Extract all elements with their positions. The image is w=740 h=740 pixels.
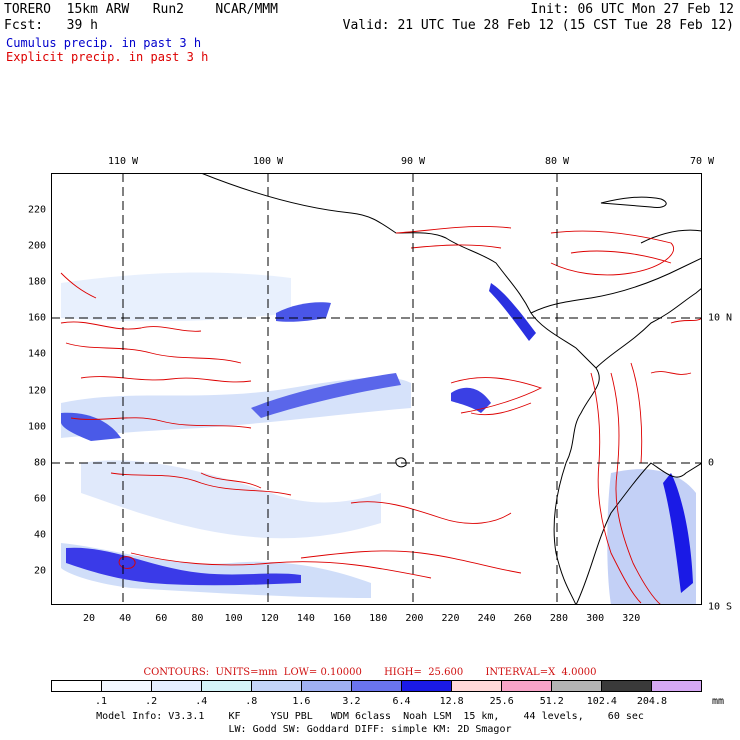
bottom-tick-label: 260: [513, 613, 532, 624]
right-tick-label: 0: [708, 457, 715, 469]
colorbar: [51, 680, 702, 692]
left-tick-label: 120: [27, 385, 46, 396]
precip-map: [51, 173, 702, 605]
colorbar-swatch: [352, 681, 402, 691]
init-time: Init: 06 UTC Mon 27 Feb 12: [530, 2, 735, 17]
colorbar-swatch: [202, 681, 252, 691]
colorbar-label: 6.4: [392, 696, 411, 707]
left-tick-label: 100: [27, 421, 46, 433]
model-title: TORERO 15km ARW Run2 NCAR/MMM: [4, 2, 278, 17]
lat-lon-grid: [51, 173, 702, 605]
colorbar-swatch: [302, 681, 352, 691]
left-tick-label: 40: [33, 529, 46, 541]
precip-shading: [61, 272, 696, 605]
model-info-line1: Model Info: V3.3.1 KF YSU PBL WDM 6class…: [96, 711, 644, 722]
top-tick-label: 90 W: [400, 156, 426, 167]
bottom-tick-label: 300: [586, 613, 605, 624]
colorbar-swatch: [252, 681, 302, 691]
right-tick-label: 10 N: [708, 312, 733, 324]
colorbar-label: .4: [195, 696, 208, 707]
land-outlines: [200, 173, 702, 605]
colorbar-swatch: [652, 681, 701, 691]
bottom-tick-label: 80: [191, 613, 204, 624]
colorbar-swatch: [102, 681, 152, 691]
colorbar-label: .2: [145, 696, 158, 707]
bottom-tick-label: 20: [82, 613, 96, 624]
bottom-tick-label: 160: [333, 613, 352, 624]
bottom-tick-label: 200: [405, 613, 424, 624]
left-tick-label: 20: [33, 565, 46, 577]
model-info-line2: LW: Godd SW: Goddard DIFF: simple KM: 2D…: [228, 724, 512, 735]
colorbar-unit: mm: [712, 696, 725, 707]
top-tick-label: 110 W: [107, 156, 139, 167]
right-tick-label: 10 S: [708, 601, 733, 613]
valid-time: Valid: 21 UTC Tue 28 Feb 12 (15 CST Tue …: [342, 18, 734, 33]
colorbar-label: 1.6: [292, 696, 311, 707]
colorbar-label: 51.2: [539, 696, 564, 707]
colorbar-label: .1: [95, 696, 108, 707]
map-border: [51, 173, 702, 605]
left-tick-label: 140: [27, 348, 46, 360]
contour-info: CONTOURS: UNITS=mm LOW= 0.10000 HIGH= 25…: [143, 667, 597, 678]
bottom-tick-label: 320: [622, 613, 641, 624]
bottom-tick-label: 220: [441, 613, 460, 624]
colorbar-label: .8: [245, 696, 258, 707]
bottom-tick-label: 180: [369, 613, 388, 624]
top-tick-label: 80 W: [544, 156, 570, 167]
colorbar-swatch: [52, 681, 102, 691]
left-tick-label: 180: [27, 276, 46, 288]
bottom-tick-label: 120: [260, 613, 279, 624]
top-tick-label: 100 W: [252, 156, 284, 167]
colorbar-swatch: [452, 681, 502, 691]
left-tick-label: 160: [27, 312, 46, 324]
explicit-precip-contours: [60, 225, 702, 605]
colorbar-label: 12.8: [439, 696, 464, 707]
colorbar-swatch: [602, 681, 652, 691]
left-tick-label: 80: [33, 457, 46, 469]
colorbar-label: 25.6: [489, 696, 514, 707]
left-tick-label: 60: [33, 493, 46, 505]
bottom-tick-label: 280: [549, 613, 568, 624]
bottom-tick-label: 40: [119, 613, 132, 624]
colorbar-label: 3.2: [342, 696, 361, 707]
legend-explicit: Explicit precip. in past 3 h: [6, 50, 209, 64]
colorbar-swatch: [502, 681, 552, 691]
left-tick-label: 220: [27, 204, 46, 216]
colorbar-label: 102.4: [586, 696, 617, 707]
colorbar-swatch: [402, 681, 452, 691]
colorbar-swatch: [552, 681, 602, 691]
left-tick-label: 200: [27, 240, 46, 252]
colorbar-swatch: [152, 681, 202, 691]
bottom-tick-label: 100: [224, 613, 243, 624]
forecast-hour: Fcst: 39 h: [4, 18, 98, 33]
legend-cumulus: Cumulus precip. in past 3 h: [6, 36, 202, 50]
bottom-tick-label: 140: [296, 613, 315, 624]
top-tick-label: 70 W: [689, 156, 715, 167]
colorbar-label: 204.8: [636, 696, 667, 707]
bottom-tick-label: 60: [155, 613, 168, 624]
bottom-tick-label: 240: [477, 613, 496, 624]
